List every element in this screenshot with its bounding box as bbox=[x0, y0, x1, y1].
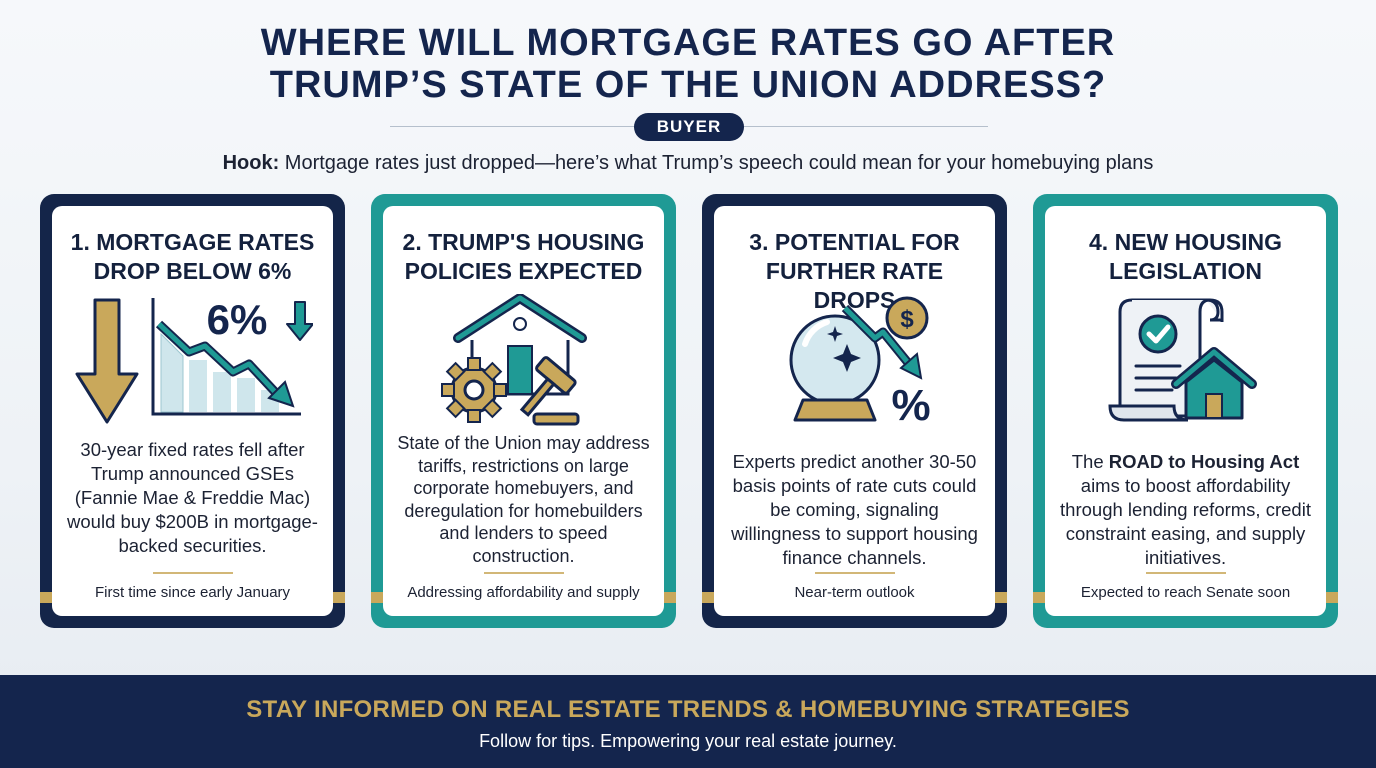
card-title: 4. NEW HOUSING LEGISLATION bbox=[1055, 228, 1316, 286]
rate-drop-chart-icon: 6% bbox=[52, 294, 333, 430]
card-panel: 4. NEW HOUSING LEGISLATION bbox=[1045, 206, 1326, 616]
card-body-post: aims to boost affordability through lend… bbox=[1060, 475, 1311, 568]
card-panel: 2. TRUMP'S HOUSING POLICIES EXPECTED bbox=[383, 206, 664, 616]
card-panel: 3. POTENTIAL FOR FURTHER RATE DROPS $ bbox=[714, 206, 995, 616]
card-footnote: First time since early January bbox=[94, 584, 291, 601]
title-divider-left bbox=[390, 126, 640, 127]
hook-label: Hook: bbox=[222, 152, 280, 174]
card-housing-legislation: 4. NEW HOUSING LEGISLATION bbox=[1033, 194, 1338, 628]
footer-title: STAY INFORMED ON REAL ESTATE TRENDS & HO… bbox=[246, 696, 1130, 723]
card-divider bbox=[152, 572, 233, 574]
card-footnote: Near-term outlook bbox=[794, 584, 915, 601]
card-body: State of the Union may address tariffs, … bbox=[397, 433, 650, 566]
audience-badge: BUYER bbox=[634, 113, 744, 141]
card-footnote: Expected to reach Senate soon bbox=[1080, 584, 1291, 601]
card-body: Experts predict another 30-50 basis poin… bbox=[731, 451, 978, 568]
card-housing-policies: 2. TRUMP'S HOUSING POLICIES EXPECTED bbox=[371, 194, 676, 628]
hook-body: Mortgage rates just dropped—here’s what … bbox=[279, 152, 1154, 174]
footer-banner: STAY INFORMED ON REAL ESTATE TRENDS & HO… bbox=[0, 675, 1376, 768]
card-mortgage-rates: 1. MORTGAGE RATES DROP BELOW 6% 6% bbox=[40, 194, 345, 628]
card-title-line-2: FURTHER RATE DROPS bbox=[765, 258, 944, 313]
house-gear-gavel-icon bbox=[383, 294, 664, 430]
card-divider bbox=[483, 572, 564, 574]
page-title-line-1: WHERE WILL MORTGAGE RATES GO AFTER bbox=[260, 22, 1116, 64]
percent-label: % bbox=[891, 381, 930, 430]
page-title: WHERE WILL MORTGAGE RATES GO AFTER TRUMP… bbox=[0, 22, 1376, 106]
card-title: 1. MORTGAGE RATES DROP BELOW 6% bbox=[62, 228, 323, 286]
card-title-line-1: 3. POTENTIAL FOR bbox=[749, 229, 960, 255]
card-footnote: Addressing affordability and supply bbox=[407, 584, 640, 601]
rate-label: 6% bbox=[206, 296, 267, 343]
card-body-pre: The bbox=[1071, 451, 1109, 472]
card-body: The ROAD to Housing Act aims to boost af… bbox=[1059, 450, 1312, 570]
card-body: 30-year fixed rates fell after Trump ann… bbox=[67, 439, 318, 556]
card-panel: 1. MORTGAGE RATES DROP BELOW 6% 6% bbox=[52, 206, 333, 616]
hook-text: Hook: Mortgage rates just dropped—here’s… bbox=[0, 150, 1376, 176]
card-title: 3. POTENTIAL FOR FURTHER RATE DROPS bbox=[724, 228, 985, 315]
page-title-line-2: TRUMP’S STATE OF THE UNION ADDRESS? bbox=[269, 64, 1107, 106]
card-title-line-1: 4. NEW HOUSING bbox=[1089, 229, 1282, 255]
card-divider bbox=[814, 572, 895, 574]
footer-subtitle: Follow for tips. Empowering your real es… bbox=[479, 731, 897, 751]
card-title-line-1: 2. TRUMP'S HOUSING bbox=[402, 229, 645, 255]
crystal-ball-icon: $ % bbox=[714, 294, 995, 430]
card-divider bbox=[1145, 572, 1226, 574]
card-body-act-name: ROAD to Housing Act bbox=[1108, 451, 1300, 472]
card-title-line-2: LEGISLATION bbox=[1109, 258, 1262, 284]
legislation-document-house-icon bbox=[1045, 294, 1326, 430]
card-title-line-2: POLICIES EXPECTED bbox=[404, 258, 643, 284]
card-rate-drops: 3. POTENTIAL FOR FURTHER RATE DROPS $ bbox=[702, 194, 1007, 628]
card-title: 2. TRUMP'S HOUSING POLICIES EXPECTED bbox=[393, 228, 654, 286]
card-title-line-2: DROP BELOW 6% bbox=[93, 258, 292, 284]
card-title-line-1: 1. MORTGAGE RATES bbox=[70, 229, 315, 255]
title-divider-right bbox=[738, 126, 988, 127]
dollar-label: $ bbox=[900, 306, 914, 333]
